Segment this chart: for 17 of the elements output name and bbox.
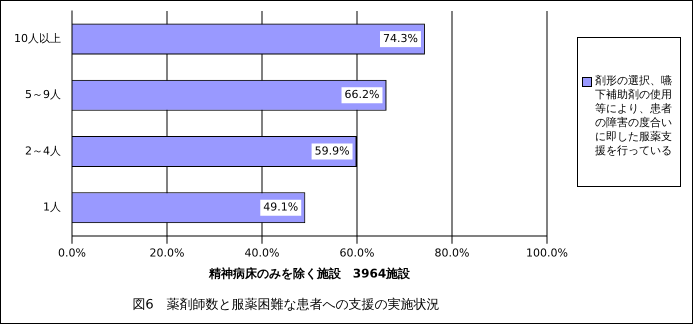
- y-tick-label: 2～4人: [24, 144, 61, 158]
- x-tick-label: 100.0%: [526, 246, 568, 260]
- x-tick-label: 20.0%: [150, 246, 184, 260]
- data-label: 59.9%: [314, 144, 350, 158]
- data-label: 49.1%: [263, 200, 298, 214]
- data-label: 66.2%: [344, 88, 380, 102]
- text: 図6 薬剤師数と服薬困難な患者への支援の実施状況: [132, 296, 440, 313]
- y-tick-label: 5～9人: [24, 88, 61, 102]
- x-tick-label: 40.0%: [244, 246, 280, 260]
- legend-label: 剤形の選択、嚥下補助剤の使用等により、患者の障害の度合いに即した服薬支援を行っている: [595, 74, 673, 158]
- x-tick-label: 60.0%: [340, 246, 374, 260]
- data-label: 74.3%: [383, 32, 418, 45]
- x-axis-title: 精神病床のみを除く施設 3964施設: [208, 266, 412, 280]
- x-tick-label: 80.0%: [434, 246, 470, 260]
- y-tick-label: 10人以上: [14, 32, 61, 45]
- y-tick-label: 1人: [42, 200, 61, 214]
- x-tick-label: 0.0%: [58, 246, 86, 260]
